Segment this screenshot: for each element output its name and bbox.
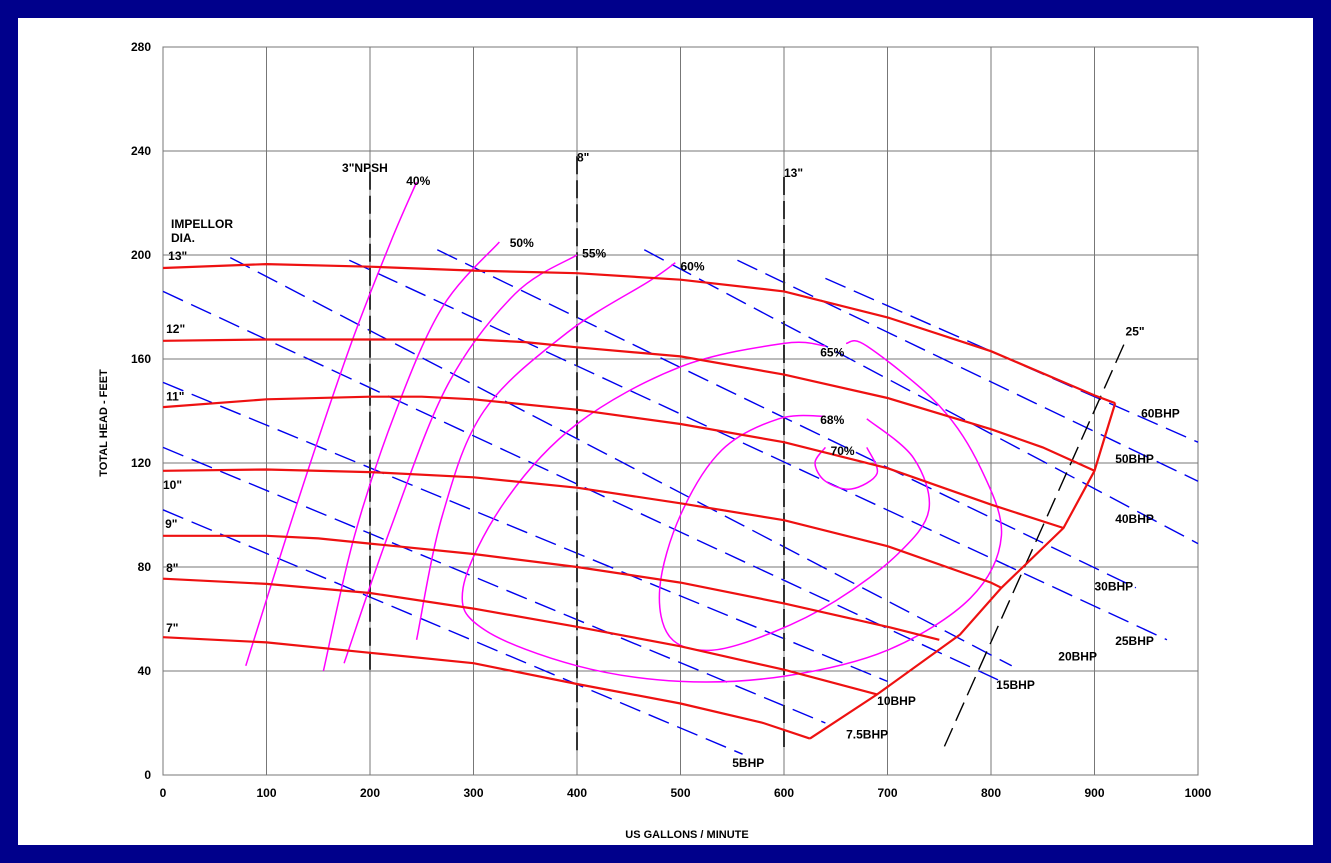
npsh-line-25in [943, 340, 1127, 747]
head-curve-11in [162, 395, 1064, 530]
impellor-title-line2: DIA. [171, 231, 195, 245]
bhp-label-10bhp: 10BHP [877, 694, 916, 708]
bhp-label-7-5bhp: 7.5BHP [846, 728, 888, 742]
impeller-label-8in: 8" [166, 561, 178, 575]
head-curve-7in [162, 636, 811, 740]
pump-curve-chart: 0 100 200 300 400 500 600 700 800 900 1000 0 40 80 12… [98, 40, 1212, 841]
efficiency-label-70pct: 70% [831, 444, 855, 458]
x-tick-label-300: 300 [463, 786, 483, 800]
npsh-label-13in: 13" [784, 166, 803, 180]
x-axis-title: US GALLONS / MINUTE [625, 829, 748, 841]
x-tick-label-200: 200 [360, 786, 380, 800]
efficiency-curve-60pct [415, 262, 676, 640]
efficiency-label-55pct: 55% [582, 247, 606, 261]
efficiency-curve-50pct [322, 241, 500, 672]
bhp-line-50bhp [737, 259, 1199, 482]
y-tick-label-40: 40 [138, 664, 152, 678]
efficiency-curves [245, 181, 1003, 683]
head-curves [162, 262, 1117, 740]
bhp-label-40bhp: 40BHP [1115, 512, 1154, 526]
x-tick-label-100: 100 [256, 786, 276, 800]
x-tick-label-1000: 1000 [1185, 786, 1212, 800]
bhp-lines [162, 249, 1199, 755]
y-tick-label-200: 200 [131, 248, 151, 262]
efficiency-label-68pct: 68% [820, 413, 844, 427]
efficiency-label-65pct: 65% [820, 345, 844, 359]
npsh-label-3in: 3"NPSH [342, 161, 388, 175]
max-flow-boundary-curve [809, 402, 1117, 740]
grid [162, 46, 1199, 776]
head-curve-10in [162, 468, 1002, 589]
impeller-label-10in: 10" [163, 478, 182, 492]
y-tick-label-0: 0 [144, 768, 151, 782]
impeller-label-11in: 11" [166, 390, 184, 404]
head-curve-12in [162, 338, 1095, 472]
head-curve-8in [162, 577, 878, 696]
bhp-label-15bhp: 15BHP [996, 678, 1035, 692]
bhp-line-25bhp [349, 259, 1168, 641]
efficiency-curve-65pct [461, 339, 1003, 683]
bhp-label-30bhp: 30BHP [1095, 579, 1134, 593]
bhp-line-30bhp [436, 249, 1137, 589]
bhp-line-40bhp [643, 249, 1199, 545]
y-tick-label-80: 80 [138, 560, 152, 574]
x-tick-label-600: 600 [774, 786, 794, 800]
series-labels: 60BHP 50BHP 40BHP 30BHP 25BHP 20BHP 15BHP 10BHP… [163, 150, 1180, 770]
bhp-line-15bhp [162, 290, 1002, 683]
efficiency-label-60pct: 60% [681, 260, 705, 274]
bhp-label-60bhp: 60BHP [1141, 407, 1180, 421]
y-tick-label-240: 240 [131, 144, 151, 158]
efficiency-curve-68pct [658, 414, 931, 652]
efficiency-label-40pct: 40% [406, 174, 430, 188]
efficiency-curve-55pct [343, 254, 578, 664]
x-tick-label-700: 700 [877, 786, 897, 800]
impeller-label-12in: 12" [166, 322, 185, 336]
bhp-label-20bhp: 20BHP [1058, 650, 1097, 664]
x-tick-label-0: 0 [160, 786, 167, 800]
x-tick-label-400: 400 [567, 786, 587, 800]
npsh-label-25in: 25" [1126, 325, 1145, 339]
bhp-line-20bhp [229, 256, 1013, 667]
efficiency-curve-40pct [245, 181, 418, 667]
x-tick-label-500: 500 [670, 786, 690, 800]
impeller-label-9in: 9" [165, 517, 177, 531]
bhp-line-5bhp [162, 509, 743, 755]
bhp-label-50bhp: 50BHP [1115, 452, 1154, 466]
y-tick-label-280: 280 [131, 40, 151, 54]
efficiency-label-50pct: 50% [510, 236, 534, 250]
head-curve-13in [162, 262, 1116, 405]
x-axis-ticks: 0 100 200 300 400 500 600 700 800 900 1000 [160, 786, 1212, 800]
npsh-label-8in: 8" [577, 150, 589, 164]
y-tick-label-120: 120 [131, 456, 151, 470]
y-tick-label-160: 160 [131, 352, 151, 366]
bhp-label-25bhp: 25BHP [1115, 634, 1154, 648]
x-tick-label-800: 800 [981, 786, 1001, 800]
efficiency-curve-70pct [814, 446, 879, 490]
bhp-line-7-5bhp [162, 446, 826, 724]
y-axis-ticks: 0 40 80 120 160 200 240 280 [131, 40, 151, 782]
impeller-label-7in: 7" [166, 621, 178, 635]
head-curve-9in [163, 534, 940, 641]
impellor-title-line1: IMPELLOR [171, 217, 233, 231]
bhp-line-10bhp [162, 381, 888, 683]
x-tick-label-900: 900 [1084, 786, 1104, 800]
y-axis-title: TOTAL HEAD - FEET [98, 369, 110, 477]
bhp-label-5bhp: 5BHP [732, 756, 764, 770]
impeller-label-13in: 13" [168, 249, 187, 263]
